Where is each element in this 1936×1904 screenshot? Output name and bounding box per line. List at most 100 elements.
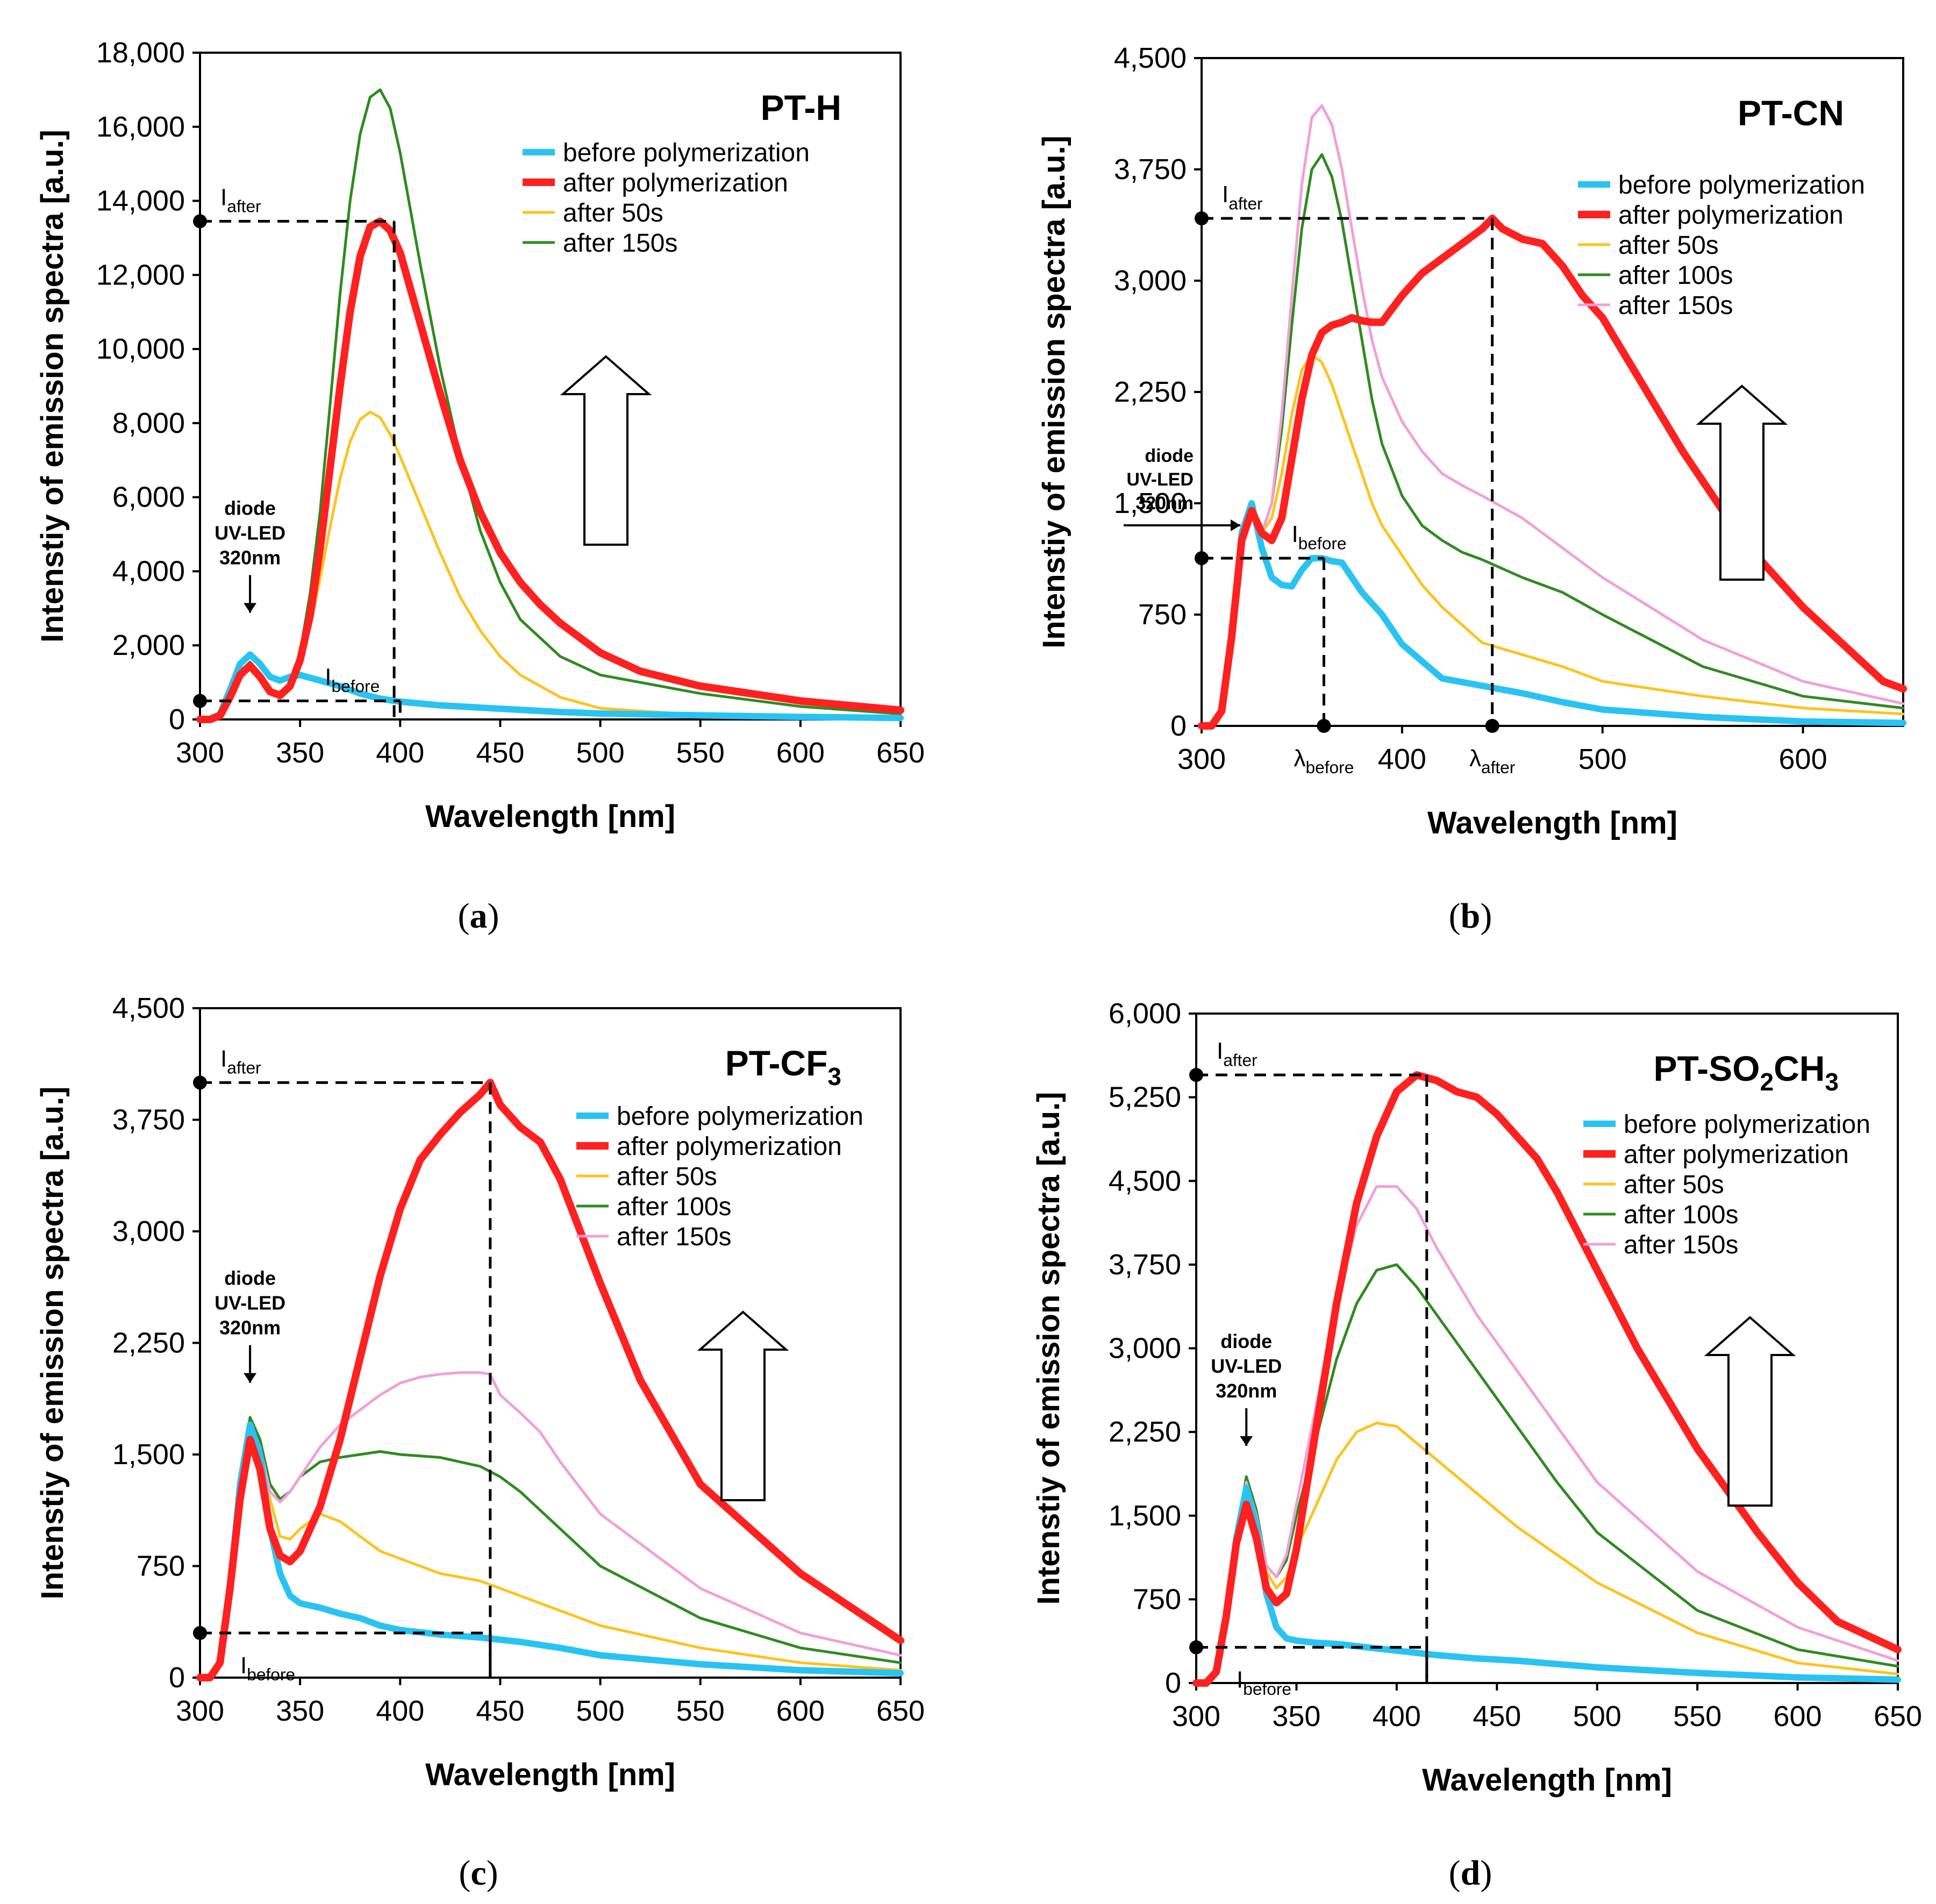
increase-arrow-icon [1704,1316,1796,1507]
y-tick-label: 16,000 [96,111,185,143]
y-tick-label: 8,000 [112,407,185,439]
x-tick-label: 600 [776,1695,825,1727]
panel-title: PT-CN [1738,93,1844,133]
i-before-label: Ibefore [325,664,380,696]
legend-label: after 150s [563,229,677,258]
y-tick-label: 18,000 [96,37,185,69]
increase-arrow-icon [560,355,652,546]
y-tick-label: 4,500 [112,992,185,1024]
x-tick-label: 450 [476,1695,524,1727]
series-line-after100 [1200,153,1905,728]
x-tick-label: 400 [1378,743,1426,775]
y-tick-label: 2,250 [112,1327,185,1359]
x-axis-label: Wavelength [nm] [425,1757,675,1792]
diode-arrow-head-icon [244,603,257,613]
y-tick-label: 3,000 [112,1215,185,1247]
chart-panel-2: 0 750 1,500 2,250 3,000 3,750 4,500 300 400 500 60… [1037,42,1907,840]
series-line-before [197,651,904,723]
x-tick-label: 450 [476,737,524,769]
x-tick-label: 400 [376,737,424,769]
y-tick-label: 3,000 [1114,265,1187,297]
lambda-label: λbefore [1294,745,1354,777]
lambda-marker [1485,719,1499,733]
x-tick-label: 600 [1774,1700,1822,1732]
legend-label: after polymerization [1618,201,1844,230]
series-line-after50 [198,1423,902,1679]
guide-marker-after [1195,211,1209,226]
diode-arrow-head-icon [1240,1436,1253,1446]
legend-label: before polymerization [1624,1110,1870,1139]
guide-marker-after [193,1075,207,1090]
series-line-after_poly [1198,215,1907,730]
y-tick-label: 12,000 [96,259,185,291]
guide-marker-after [1189,1068,1203,1082]
increase-arrow-icon [1696,384,1788,581]
x-axis-label: Wavelength [nm] [1427,805,1677,840]
legend-label: after 50s [1618,231,1719,260]
y-tick-label: 4,500 [1109,1165,1181,1197]
x-tick-label: 300 [176,737,224,769]
diode-annotation-line: 320nm [219,1317,281,1339]
x-tick-label: 650 [876,737,925,769]
legend-label: before polymerization [1618,171,1865,199]
y-tick-label: 14,000 [96,185,185,217]
y-tick-label: 2,000 [112,629,185,661]
y-tick-label: 1,500 [1109,1500,1181,1532]
panel-label: (a) [458,896,499,936]
diode-annotation-line: 320nm [1216,1380,1277,1402]
x-tick-label: 650 [1874,1700,1922,1732]
legend-label: after 150s [617,1223,731,1251]
y-tick-label: 3,750 [1114,153,1187,186]
plot-frame [199,52,902,721]
i-before-label: Ibefore [1291,521,1346,553]
y-tick-label: 750 [137,1550,185,1582]
x-tick-label: 350 [1272,1700,1320,1732]
x-tick-label: 300 [1172,1700,1220,1732]
y-axis-label: Intenstiy of emission spectra [a.u.] [1037,136,1071,648]
x-tick-label: 500 [1573,1700,1621,1732]
legend-label: after 100s [1618,261,1733,290]
guide-marker-after [193,214,207,229]
panel-title: PT-SO2CH3 [1653,1049,1839,1096]
y-tick-label: 4,000 [112,555,185,587]
y-tick-label: 6,000 [112,481,185,514]
x-axis-label: Wavelength [nm] [425,799,675,834]
legend-label: after 150s [1624,1231,1738,1259]
x-axis-label: Wavelength [nm] [1422,1763,1672,1798]
panel-label: (d) [1449,1853,1492,1893]
series-line-after_poly [196,1079,904,1681]
y-tick-label: 2,250 [1109,1416,1181,1448]
i-before-label: Ibefore [240,1652,295,1684]
diode-annotation-line: UV-LED [215,522,285,544]
x-tick-label: 600 [776,737,825,769]
x-tick-label: 300 [176,1695,224,1727]
guide-marker-before [193,1626,207,1640]
guide-marker-before [1189,1640,1203,1655]
legend-label: before polymerization [617,1102,863,1131]
i-after-label: Iafter [220,184,261,216]
y-axis-label: Intenstiy of emission spectra [a.u.] [35,1087,70,1600]
y-tick-label: 0 [1165,1667,1181,1699]
legend-label: after polymerization [617,1132,842,1161]
panel-label: (c) [459,1853,498,1893]
y-tick-label: 4,500 [1114,42,1187,74]
y-tick-label: 750 [1133,1583,1181,1615]
chart-panel-4: 0 750 1,500 2,250 3,000 3,750 4,500 5,250 6,000 3… [1031,997,1922,1798]
y-axis-label: Intenstiy of emission spectra [a.u.] [35,130,70,643]
diode-annotation-line: 320nm [219,546,281,568]
diode-annotation-line: 320nm [1135,493,1194,514]
x-tick-label: 400 [376,1695,424,1727]
y-tick-label: 3,750 [1109,1249,1181,1281]
x-tick-label: 300 [1177,743,1226,775]
y-tick-label: 6,000 [1109,997,1181,1030]
x-tick-label: 650 [876,1695,925,1727]
y-tick-label: 0 [169,703,185,736]
legend-label: after 150s [1618,291,1733,320]
lambda-label: λafter [1469,745,1516,777]
i-after-label: Iafter [1217,1038,1258,1069]
x-tick-label: 550 [1673,1700,1721,1732]
legend-label: after 50s [617,1163,717,1191]
x-tick-label: 350 [276,1695,324,1727]
increase-arrow-icon [697,1310,789,1501]
diode-annotation-line: UV-LED [1126,469,1194,490]
